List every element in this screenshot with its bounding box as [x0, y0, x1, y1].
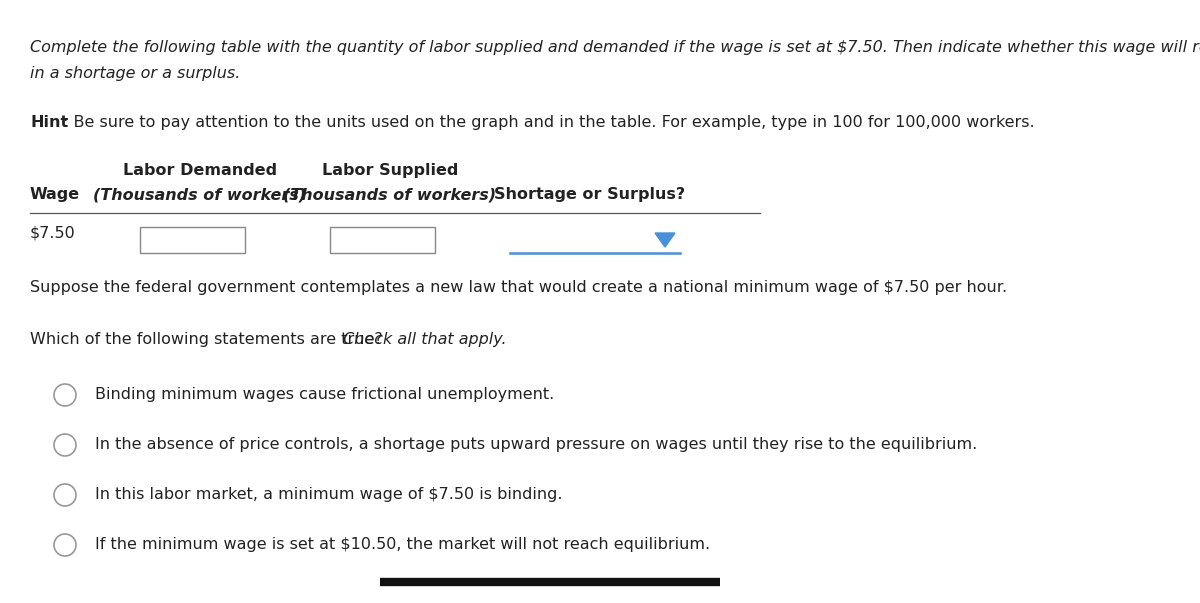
Text: Labor Demanded: Labor Demanded [122, 163, 277, 178]
FancyBboxPatch shape [330, 227, 436, 253]
Text: In this labor market, a minimum wage of $7.50 is binding.: In this labor market, a minimum wage of … [95, 487, 563, 502]
Text: Complete the following table with the quantity of labor supplied and demanded if: Complete the following table with the qu… [30, 40, 1200, 55]
Text: $7.50: $7.50 [30, 225, 76, 240]
Text: in a shortage or a surplus.: in a shortage or a surplus. [30, 66, 240, 81]
Text: In the absence of price controls, a shortage puts upward pressure on wages until: In the absence of price controls, a shor… [95, 437, 977, 452]
FancyBboxPatch shape [140, 227, 245, 253]
Text: Labor Supplied: Labor Supplied [322, 163, 458, 178]
Text: (Thousands of workers): (Thousands of workers) [94, 187, 306, 202]
Text: : Be sure to pay attention to the units used on the graph and in the table. For : : Be sure to pay attention to the units … [64, 115, 1034, 130]
Text: Which of the following statements are true?: Which of the following statements are tr… [30, 332, 383, 347]
Text: Hint: Hint [30, 115, 68, 130]
Polygon shape [655, 233, 674, 247]
Text: Binding minimum wages cause frictional unemployment.: Binding minimum wages cause frictional u… [95, 387, 554, 402]
Text: Suppose the federal government contemplates a new law that would create a nation: Suppose the federal government contempla… [30, 280, 1007, 295]
Text: If the minimum wage is set at $10.50, the market will not reach equilibrium.: If the minimum wage is set at $10.50, th… [95, 537, 710, 552]
Text: Shortage or Surplus?: Shortage or Surplus? [494, 187, 685, 202]
Text: (Thousands of workers): (Thousands of workers) [283, 187, 497, 202]
Text: Check all that apply.: Check all that apply. [338, 332, 506, 347]
Text: Wage: Wage [30, 187, 80, 202]
